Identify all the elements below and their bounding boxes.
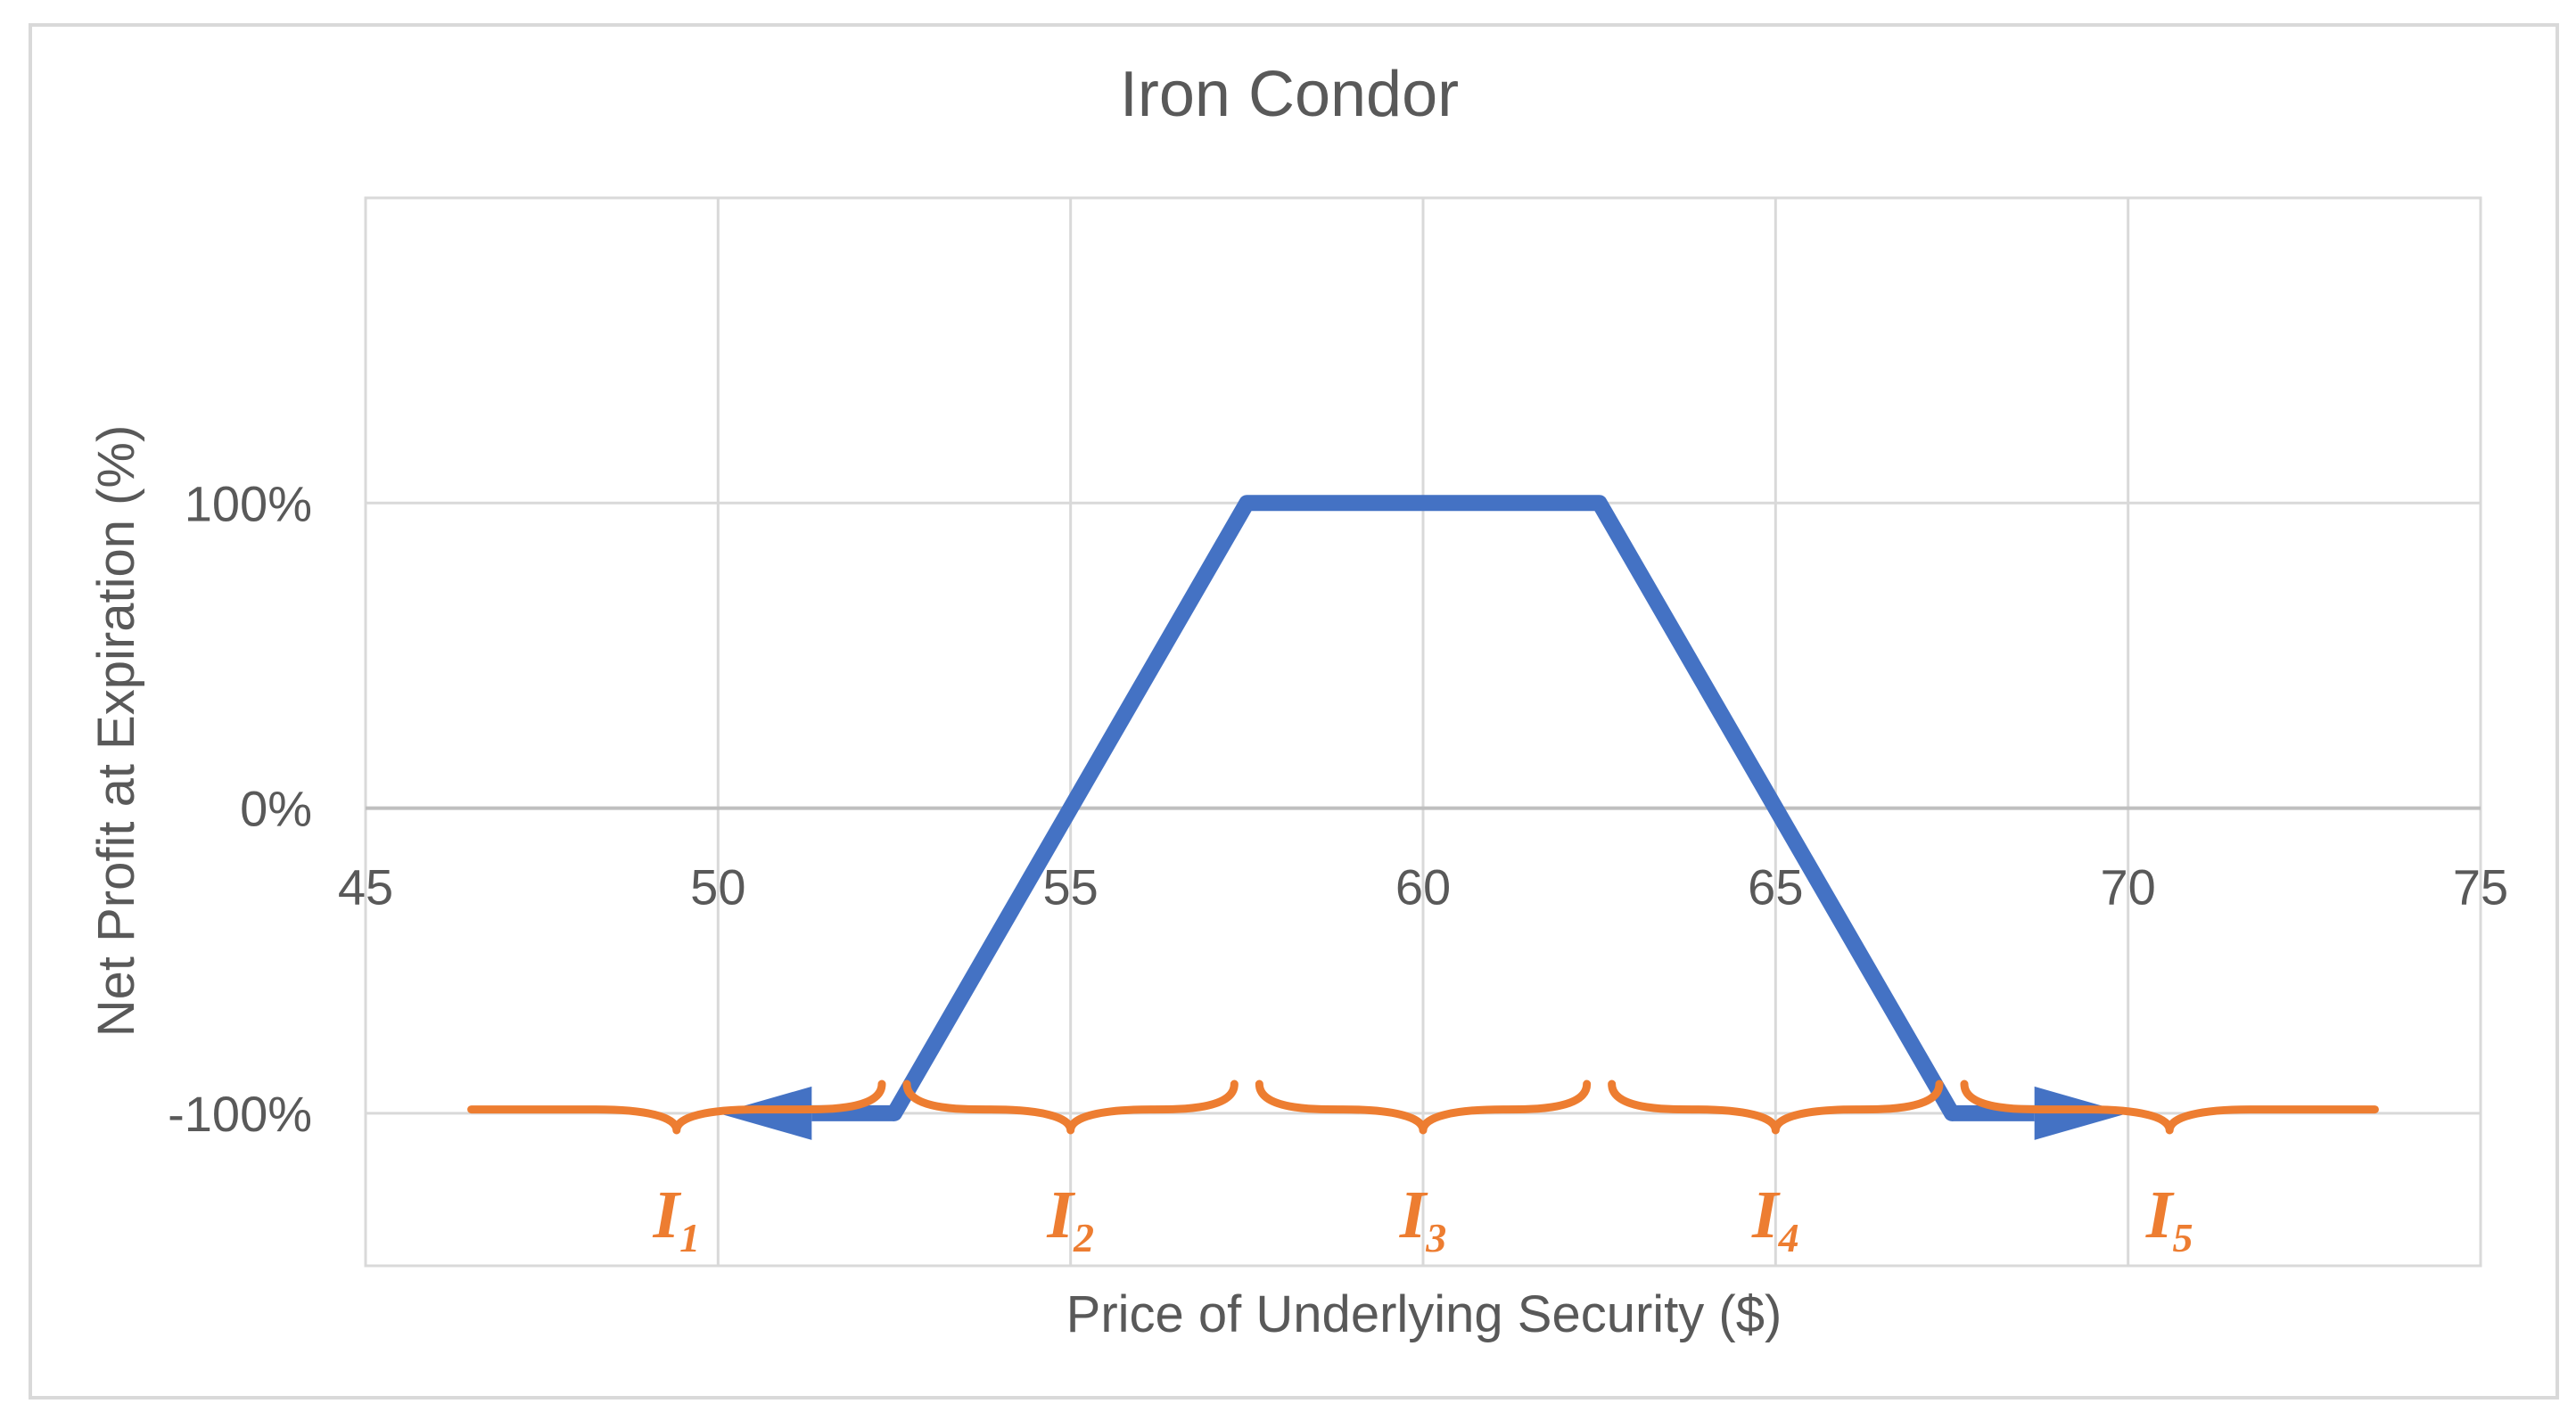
payoff-line bbox=[886, 495, 1960, 1121]
interval-label: I3 bbox=[1399, 1178, 1447, 1260]
interval-brace bbox=[467, 1079, 886, 1135]
interval-label: I5 bbox=[2145, 1178, 2193, 1260]
interval-subscript: 2 bbox=[1073, 1215, 1094, 1260]
chart-title: Iron Condor bbox=[1120, 59, 1459, 130]
x-tick-label: 50 bbox=[690, 859, 745, 915]
x-tick-label: 45 bbox=[338, 859, 393, 915]
y-tick-label: 100% bbox=[185, 475, 312, 531]
chart-border bbox=[29, 23, 2559, 1399]
interval-brace bbox=[1960, 1079, 2379, 1135]
y-tick-label: -100% bbox=[168, 1086, 312, 1142]
interval-brace bbox=[902, 1079, 1239, 1135]
interval-brace bbox=[1255, 1079, 1592, 1135]
x-axis-label: Price of Underlying Security ($) bbox=[1066, 1285, 1782, 1343]
x-tick-label: 70 bbox=[2101, 859, 2156, 915]
x-tick-label: 60 bbox=[1395, 859, 1451, 915]
y-axis-label: Net Profit at Expiration (%) bbox=[87, 425, 145, 1038]
x-tick-label: 75 bbox=[2453, 859, 2508, 915]
interval-subscript: 3 bbox=[1425, 1215, 1446, 1260]
interval-brace bbox=[1608, 1079, 1944, 1135]
interval-subscript: 5 bbox=[2172, 1215, 2193, 1260]
x-tick-label: 65 bbox=[1748, 859, 1803, 915]
interval-subscript: 4 bbox=[1778, 1215, 1799, 1260]
y-tick-label: 0% bbox=[240, 781, 312, 837]
interval-subscript: 1 bbox=[679, 1215, 700, 1260]
x-tick-label: 55 bbox=[1043, 859, 1099, 915]
